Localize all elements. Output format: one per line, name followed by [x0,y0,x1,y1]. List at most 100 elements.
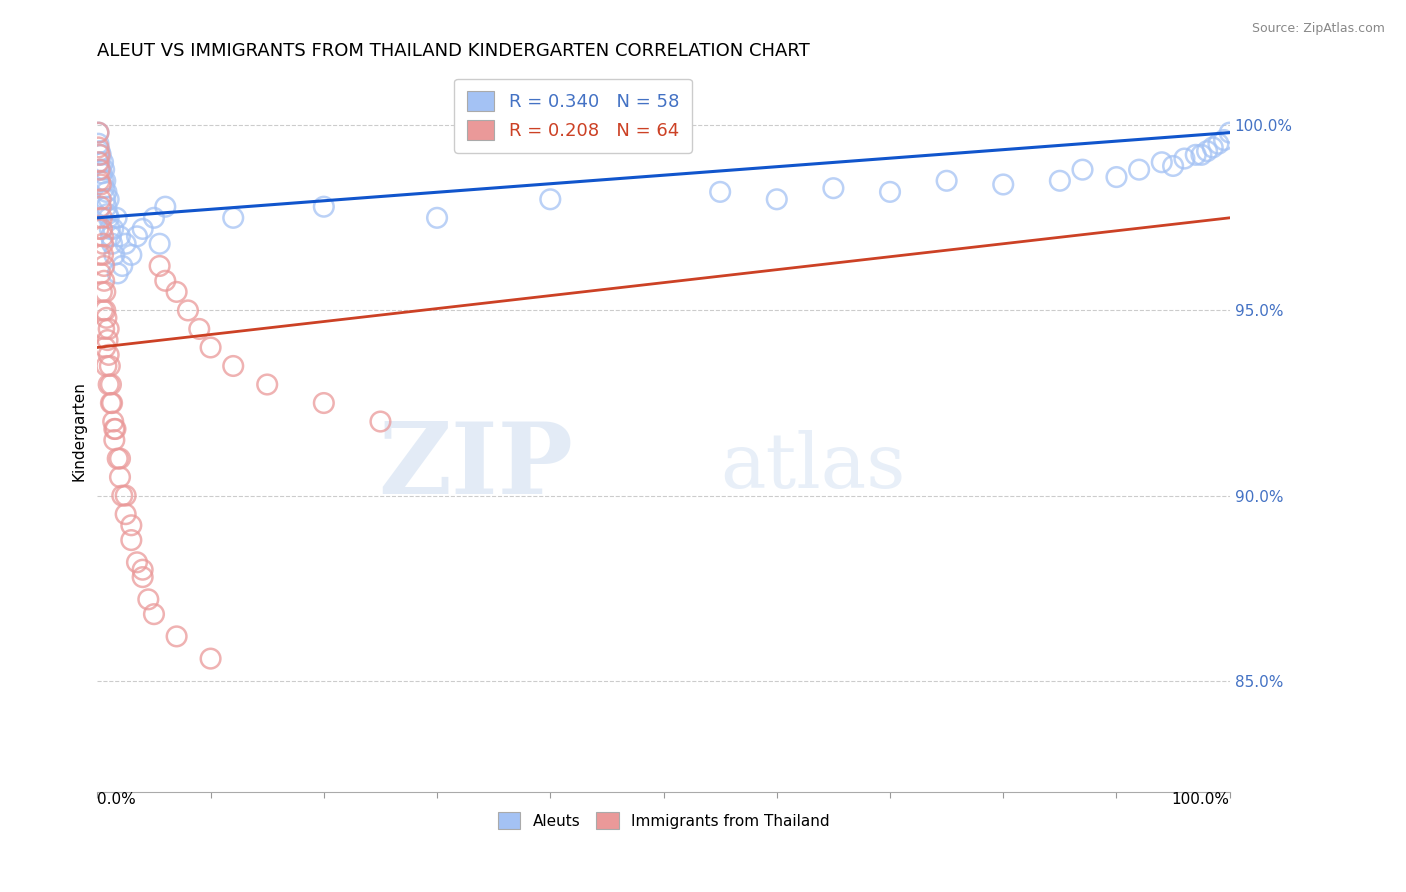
Point [100,377,122,392]
Point [1189,148,1212,162]
Point [89,248,111,262]
Point [104,422,127,436]
Point [143,211,166,225]
Point [87,126,110,140]
Point [87,155,110,169]
Point [120,518,142,533]
Point [91,229,114,244]
Point [1173,152,1195,166]
Point [91,236,114,251]
Point [100,229,122,244]
Point [90,178,112,192]
Point [166,285,188,299]
Point [96,333,118,347]
Point [93,274,115,288]
Point [91,303,114,318]
Point [709,185,731,199]
Point [96,359,118,373]
Point [89,148,111,162]
Point [108,229,131,244]
Point [1213,133,1236,147]
Point [93,322,115,336]
Point [222,359,245,373]
Point [90,222,112,236]
Point [1049,174,1071,188]
Point [120,248,142,262]
Point [114,489,136,503]
Point [94,303,117,318]
Point [111,259,134,273]
Point [222,211,245,225]
Point [108,451,131,466]
Point [1071,162,1094,177]
Point [120,533,142,547]
Point [93,181,115,195]
Point [188,322,211,336]
Point [143,607,166,622]
Point [90,162,112,177]
Point [98,359,121,373]
Text: ZIP: ZIP [378,418,574,516]
Point [538,192,561,206]
Point [125,555,148,569]
Point [1105,170,1128,185]
Point [94,341,117,355]
Point [1150,155,1173,169]
Text: 0.0%: 0.0% [97,792,136,807]
Point [87,222,110,236]
Point [1219,126,1241,140]
Point [1161,159,1184,173]
Point [131,570,153,584]
Point [89,155,111,169]
Point [96,200,118,214]
Point [90,266,112,280]
Point [1197,144,1219,158]
Point [879,185,901,199]
Point [1128,162,1150,177]
Point [87,136,110,151]
Point [114,507,136,521]
Point [90,148,112,162]
Point [166,629,188,643]
Point [155,200,177,214]
Point [93,162,115,177]
Point [96,207,118,221]
Point [993,178,1015,192]
Point [97,192,120,206]
Point [97,322,120,336]
Point [105,211,128,225]
Point [765,192,787,206]
Point [312,200,335,214]
Point [89,162,111,177]
Point [103,433,125,447]
Point [107,451,129,466]
Point [90,166,112,180]
Point [1202,140,1225,154]
Y-axis label: Kindergarten: Kindergarten [72,381,86,481]
Point [108,470,131,484]
Point [256,377,278,392]
Text: Source: ZipAtlas.com: Source: ZipAtlas.com [1251,22,1385,36]
Point [96,185,118,199]
Point [312,396,335,410]
Legend: Aleuts, Immigrants from Thailand: Aleuts, Immigrants from Thailand [492,806,835,835]
Point [90,285,112,299]
Point [91,248,114,262]
Point [426,211,449,225]
Point [131,222,153,236]
Point [103,422,125,436]
Point [103,248,125,262]
Point [823,181,845,195]
Point [91,174,114,188]
Point [100,396,122,410]
Point [1184,148,1206,162]
Point [93,259,115,273]
Point [96,310,118,325]
Point [101,396,124,410]
Text: atlas: atlas [720,430,905,504]
Point [200,651,222,665]
Point [103,222,125,236]
Point [370,415,392,429]
Point [155,274,177,288]
Point [149,259,172,273]
